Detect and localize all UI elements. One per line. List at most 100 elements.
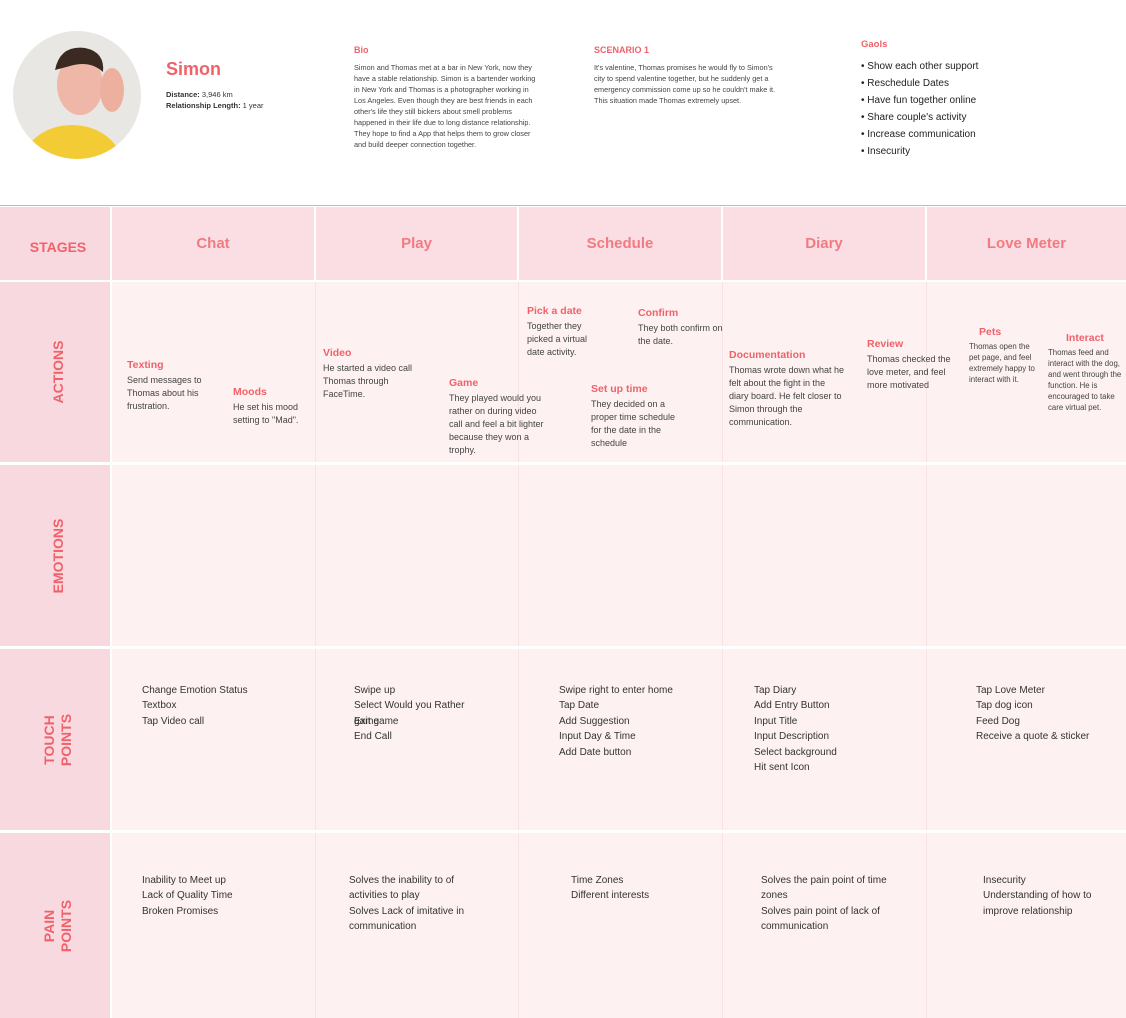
touch-point: Swipe right to enter home: [559, 685, 673, 696]
touch-point: Select background: [754, 746, 837, 758]
bio-text: Simon and Thomas met at a bar in New Yor…: [354, 63, 536, 149]
touch-point: Hit sent Icon: [754, 762, 810, 773]
pain-point: Solves the pain point of time zones: [761, 875, 887, 902]
column-divider: [722, 465, 723, 646]
touch-point: Receive a quote & sticker: [976, 731, 1090, 743]
action-title: Video: [323, 347, 352, 359]
column-divider: [926, 282, 927, 462]
action-title: Pick a date: [527, 305, 582, 317]
column-divider: [926, 649, 927, 830]
action-text: He started a video call Thomas through F…: [323, 363, 413, 399]
touch-point: Select Would you Rather game: [354, 700, 465, 727]
pain-point: Understanding of how to improve relation…: [983, 890, 1092, 917]
hair: [55, 47, 104, 72]
pain-point: Inability to Meet up: [142, 875, 226, 886]
touch-point: Input Title: [754, 715, 798, 727]
goal-item: • Show each other support: [861, 61, 979, 72]
goals-title: Gaols: [861, 39, 888, 50]
row-label-cell: [0, 833, 110, 1018]
stage-cell: [723, 207, 925, 280]
bio-title: Bio: [354, 45, 369, 55]
goal-item: • Increase communication: [861, 129, 976, 140]
column-divider: [315, 282, 316, 462]
action-title: Texting: [127, 359, 164, 371]
persona-name: Simon: [166, 59, 222, 79]
detail-value: 3,946 km: [199, 90, 233, 99]
action-title: Confirm: [638, 307, 679, 319]
touch-point: Tap dog icon: [976, 700, 1033, 712]
pain-point: Insecurity: [983, 875, 1026, 886]
scenario-title: SCENARIO 1: [594, 45, 650, 55]
scenario-text: It's valentine, Thomas promises he would…: [594, 63, 776, 105]
stage-cell: [927, 207, 1126, 280]
pain-point: Solves the inability to of activities to…: [349, 875, 455, 902]
action-text: Thomas open the pet page, and feel extre…: [969, 342, 1035, 384]
row-cell: [112, 833, 1126, 1018]
column-divider: [518, 833, 519, 1018]
pain-point: Different interests: [571, 890, 650, 902]
touch-point: Swipe up: [354, 685, 396, 696]
touch-point: Change Emotion Status: [142, 685, 248, 696]
shirt: [22, 125, 122, 159]
row-label: STAGES: [29, 238, 87, 255]
column-divider: [518, 465, 519, 646]
touch-point: Add Entry Button: [754, 700, 830, 712]
column-divider: [315, 465, 316, 646]
action-text: They played would you rather on during v…: [449, 393, 544, 455]
touch-point: Input Description: [754, 731, 830, 743]
action-title: Game: [449, 377, 479, 389]
row-label: TOUCH POINTS: [41, 713, 74, 766]
row-label-cell: [0, 649, 110, 830]
touch-point: End Call: [354, 731, 392, 743]
stage-cell: [112, 207, 314, 280]
detail-value: 1 year: [240, 101, 264, 110]
action-text: They both confirm on the date.: [638, 323, 723, 346]
touch-point: Tap Diary: [754, 685, 797, 696]
action-text: Thomas feed and interact with the dog, a…: [1048, 348, 1122, 412]
stage-label: Chat: [196, 235, 230, 252]
pain-column: Insecurity Understanding of how to improv…: [983, 873, 1108, 919]
pain-column: Time Zones Different interests: [571, 873, 716, 904]
action-text: Thomas checked the love meter, and feel …: [867, 354, 951, 390]
action-text: Thomas wrote down what he felt about the…: [729, 365, 845, 427]
column-divider: [315, 649, 316, 830]
pain-column: Solves the inability to of activities to…: [349, 873, 494, 934]
action-title: Pets: [979, 326, 1002, 338]
pain-point: Solves Lack of imitative in communicatio…: [349, 905, 465, 932]
touch-point: Input Day & Time: [559, 731, 636, 743]
column-divider: [926, 833, 927, 1018]
column-divider: [315, 833, 316, 1018]
column-divider: [722, 833, 723, 1018]
touch-point: Tap Love Meter: [976, 685, 1045, 696]
row-cell: [112, 649, 1126, 830]
pain-column: Inability to Meet up Lack of Quality Time…: [142, 873, 287, 919]
persona-detail: Distance: 3,946 km: [166, 90, 233, 99]
pain-point: Time Zones: [571, 875, 624, 886]
detail-label: Relationship Length:: [166, 101, 241, 110]
stage-label: Play: [401, 235, 432, 252]
touch-point: Textbox: [142, 700, 177, 712]
hand: [100, 68, 124, 112]
action-text: Send messages to Thomas about his frustr…: [127, 375, 202, 411]
action-title: Review: [867, 338, 904, 350]
row-label: ACTIONS: [49, 340, 66, 404]
pain-point: Broken Promises: [142, 905, 219, 917]
action-title: Moods: [233, 386, 267, 398]
column-divider: [518, 282, 519, 462]
action-title: Documentation: [729, 349, 806, 361]
face: [57, 55, 103, 115]
row-cell: [112, 465, 1126, 646]
stage-label: Love Meter: [986, 235, 1067, 252]
goal-item: • Insecurity: [861, 146, 911, 157]
action-text: Together they picked a virtual date acti…: [527, 321, 588, 357]
stage-cell: [519, 207, 721, 280]
goal-item: • Reschedule Dates: [861, 78, 949, 89]
pain-point: Solves pain point of lack of communicati…: [761, 905, 880, 932]
action-title: Set up time: [591, 383, 648, 395]
stage-cell: [316, 207, 517, 280]
stage-label: Diary: [805, 235, 843, 252]
row-label-cell: [0, 207, 110, 280]
action-title: Interact: [1066, 332, 1104, 344]
goal-item: • Have fun together online: [861, 95, 977, 106]
